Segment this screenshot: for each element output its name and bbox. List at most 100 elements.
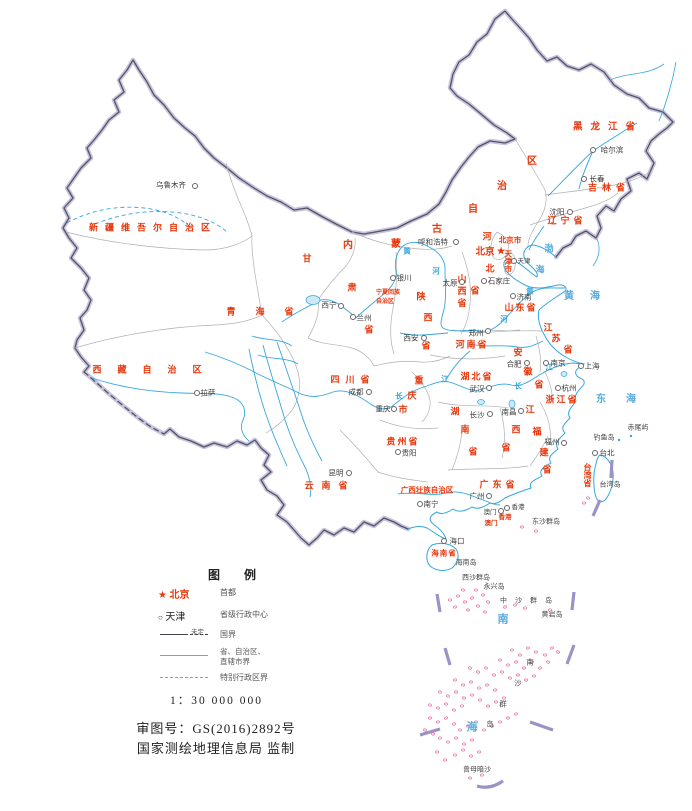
capital-label: 北京 — [475, 247, 495, 258]
reef-dot — [470, 738, 474, 742]
map-path — [257, 354, 299, 365]
reef-dot — [478, 698, 482, 702]
reef-dot — [443, 758, 447, 762]
city-marker — [338, 303, 344, 309]
map-path — [476, 779, 504, 789]
reef-dot — [431, 732, 435, 736]
islet-dot — [629, 434, 633, 438]
city-label: 杭州 — [561, 383, 577, 393]
city-label: 西宁 — [321, 300, 337, 310]
sar-border-sample — [160, 677, 208, 678]
province-label: 西藏自治区 — [92, 364, 218, 375]
reef-dot — [513, 603, 517, 607]
island-label: 群 — [499, 699, 507, 709]
islet-dot — [617, 438, 621, 442]
city-label: 太原 — [442, 278, 458, 288]
map-path — [65, 231, 253, 251]
city-marker — [192, 183, 198, 189]
publisher-line: 国家测绘地理信息局 监制 — [136, 741, 296, 756]
city-marker — [391, 406, 397, 412]
reef-dot — [463, 600, 467, 604]
province-label: 江 — [543, 322, 553, 333]
province-label: 肃 — [347, 282, 357, 293]
lake — [508, 399, 516, 409]
city-label: 西安 — [403, 333, 419, 343]
city-label: 天津 — [517, 257, 531, 265]
city-circle-icon: ○ — [158, 613, 163, 622]
province-label: 南 — [460, 424, 470, 435]
city-marker — [350, 314, 356, 320]
province-label: 辽宁省 — [547, 215, 587, 226]
map-path — [163, 428, 409, 546]
province-borders — [65, 138, 651, 483]
province-label: 湖北省 — [460, 371, 494, 382]
reef-dot — [428, 716, 432, 720]
city-marker — [487, 411, 493, 417]
map-path — [489, 329, 544, 332]
map-path — [447, 465, 529, 471]
map-path — [435, 593, 442, 613]
reef-dot — [523, 606, 527, 610]
reef-dot — [446, 694, 450, 698]
reef-dot — [532, 674, 536, 678]
reef-dot — [522, 666, 526, 670]
sea-label: 海 — [535, 264, 545, 275]
map-path — [94, 211, 229, 234]
rivers — [66, 122, 638, 506]
reef-dot — [474, 720, 478, 724]
province-label: 新疆维吾尔自治区 — [88, 222, 218, 233]
legend-undefined-label: 未定 — [191, 629, 204, 636]
reef-dot — [485, 683, 489, 687]
province-label: 区 — [527, 156, 537, 167]
reef-dot — [444, 716, 448, 720]
island-label: 钓鱼岛 — [593, 433, 615, 442]
province-label: 浙江省 — [545, 394, 579, 405]
river-label: 江 — [441, 374, 449, 384]
city-marker — [481, 278, 487, 284]
province-label: 山西省 — [456, 274, 467, 310]
city-marker — [567, 209, 573, 215]
legend-province-desc1: 省、自治区、 — [220, 647, 265, 656]
city-label: 海口 — [449, 536, 465, 546]
province-label: 省 — [501, 442, 511, 453]
map-path — [307, 337, 375, 367]
map-path — [445, 350, 471, 381]
city-marker — [486, 493, 492, 499]
province-label: 省 — [470, 285, 480, 296]
city-marker — [592, 450, 598, 456]
river-label: 长 — [514, 381, 522, 391]
map-path — [535, 335, 542, 373]
province-label: 贵州省 — [386, 436, 420, 447]
map-path — [204, 351, 585, 410]
island-label: 沙 — [514, 678, 522, 688]
legend-capital-desc: 首都 — [220, 588, 236, 597]
city-label: 长春 — [589, 174, 605, 184]
reef-dot — [468, 776, 472, 780]
city-label: 沈阳 — [549, 207, 565, 217]
reef-dot — [428, 703, 432, 707]
city-label: 上海 — [584, 361, 600, 371]
reef-dot — [481, 593, 485, 597]
reef-dot — [518, 653, 522, 657]
map-path — [351, 231, 453, 250]
city-marker — [590, 147, 596, 153]
reef-dot — [461, 683, 465, 687]
reef-dot — [546, 660, 550, 664]
map-scale: 1：30 000 000 — [170, 695, 263, 707]
city-label: 济南 — [516, 292, 532, 302]
river-label: 长 — [395, 391, 403, 401]
reef-dot — [506, 716, 510, 720]
map-path — [544, 371, 553, 403]
province-label: 江 — [525, 404, 535, 415]
river-label: 河 — [432, 266, 440, 276]
city-label: 兰州 — [356, 313, 372, 323]
province-label: 云南省 — [304, 480, 356, 491]
legend-city-desc: 省级行政中心 — [220, 610, 268, 619]
city-marker — [555, 385, 561, 391]
province-label: 省 — [364, 324, 374, 335]
island-label: 中沙群岛 — [500, 596, 560, 605]
reef-dot — [469, 754, 473, 758]
map-path — [529, 192, 619, 226]
province-label: 古 — [432, 224, 442, 235]
map-path — [276, 341, 323, 462]
